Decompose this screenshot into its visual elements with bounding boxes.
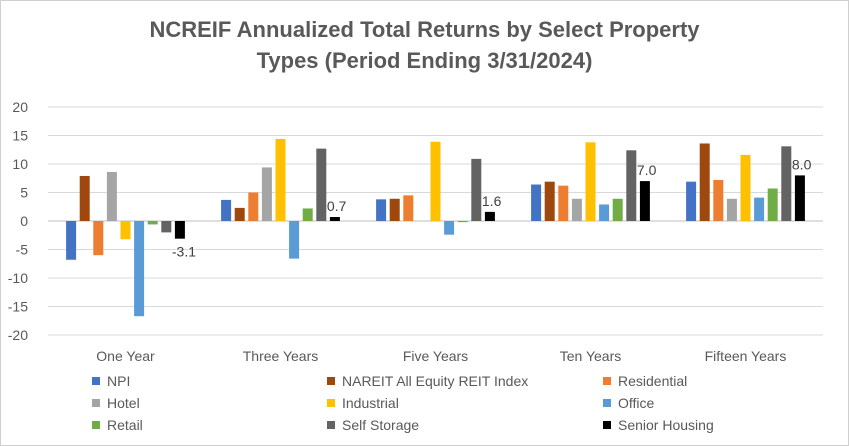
bar-npi	[221, 199, 232, 221]
y-tick-label: -10	[8, 270, 28, 286]
chart-title: NCREIF Annualized Total Returns by Selec…	[0, 14, 849, 76]
category-label: Five Years	[403, 348, 468, 364]
bar-nareit-all-equity-reit-index	[389, 198, 400, 221]
bar-self-storage	[471, 158, 482, 221]
category-label: Fifteen Years	[705, 348, 787, 364]
legend-label-office: Office	[618, 395, 655, 411]
bar-hotel	[106, 171, 117, 221]
legend-label-retail: Retail	[107, 417, 143, 433]
legend-swatch-nareit-all-equity-reit-index	[327, 377, 335, 385]
bar-office	[134, 221, 145, 317]
bar-senior-housing	[639, 181, 650, 221]
legend-swatch-hotel	[92, 399, 100, 407]
bar-senior-housing	[329, 217, 340, 221]
data-labels: -3.1 0.7 1.6 7.0 8.0	[172, 156, 812, 259]
bar-senior-housing	[174, 221, 185, 239]
category-label: Ten Years	[560, 348, 622, 364]
legend-label-self-storage: Self Storage	[342, 417, 419, 433]
bar-nareit-all-equity-reit-index	[79, 175, 90, 221]
data-label: -3.1	[172, 244, 196, 260]
bar-office	[289, 221, 300, 259]
bar-residential	[403, 195, 414, 221]
legend-swatch-senior-housing	[603, 421, 611, 429]
x-axis-categories: One Year Three Years Five Years Ten Years Fi…	[96, 348, 786, 364]
y-tick-label: 15	[12, 128, 28, 144]
bars	[66, 138, 805, 317]
bar-residential	[713, 179, 724, 221]
bar-npi	[66, 221, 77, 260]
bar-office	[754, 197, 765, 221]
bar-self-storage	[781, 146, 792, 221]
data-label: 7.0	[637, 162, 657, 178]
category-label: Three Years	[243, 348, 319, 364]
legend-label-npi: NPI	[107, 373, 130, 389]
chart-title-line-2: Types (Period Ending 3/31/2024)	[256, 48, 593, 73]
legend-swatch-residential	[603, 377, 611, 385]
bar-retail	[612, 198, 623, 221]
bar-retail	[147, 221, 158, 225]
bar-industrial	[430, 141, 441, 221]
legend-swatch-retail	[92, 421, 100, 429]
bar-nareit-all-equity-reit-index	[544, 181, 555, 221]
bar-nareit-all-equity-reit-index	[234, 207, 245, 221]
bar-hotel	[726, 198, 737, 221]
legend-label-hotel: Hotel	[107, 395, 140, 411]
bar-self-storage	[161, 221, 172, 233]
bar-retail	[457, 221, 468, 223]
legend-label-senior-housing: Senior Housing	[618, 417, 714, 433]
bar-senior-housing	[484, 211, 495, 221]
bar-office	[599, 204, 610, 221]
bar-residential	[558, 185, 569, 221]
data-label: 1.6	[482, 193, 502, 209]
category-label: One Year	[96, 348, 155, 364]
chart-title-line-1: NCREIF Annualized Total Returns by Selec…	[149, 17, 700, 42]
bar-self-storage	[316, 148, 327, 221]
data-label: 8.0	[792, 156, 812, 172]
data-label: 0.7	[327, 198, 347, 214]
legend: NPI NAREIT All Equity REIT Index Residenti…	[92, 373, 714, 433]
bar-self-storage	[626, 150, 637, 221]
legend-swatch-industrial	[327, 399, 335, 407]
bar-npi	[376, 199, 387, 221]
y-tick-label: -15	[8, 299, 28, 315]
legend-swatch-office	[603, 399, 611, 407]
bar-senior-housing	[794, 175, 805, 221]
bar-office	[444, 221, 455, 235]
bar-hotel	[261, 167, 272, 221]
bar-industrial	[120, 221, 131, 240]
bar-industrial	[740, 154, 751, 221]
legend-swatch-self-storage	[327, 421, 335, 429]
y-tick-label: -20	[8, 327, 28, 343]
bar-nareit-all-equity-reit-index	[699, 143, 710, 221]
y-axis-ticks: 20 15 10 5 0 -5 -10 -15 -20	[8, 99, 28, 343]
bar-retail	[767, 188, 778, 221]
bar-residential	[93, 221, 104, 256]
bar-retail	[302, 208, 313, 221]
bar-residential	[248, 192, 259, 221]
y-tick-label: -5	[16, 242, 29, 258]
y-tick-label: 20	[12, 99, 28, 115]
legend-swatch-npi	[92, 377, 100, 385]
legend-label-industrial: Industrial	[342, 395, 399, 411]
bar-industrial	[275, 138, 286, 221]
legend-label-residential: Residential	[618, 373, 687, 389]
bar-industrial	[585, 142, 596, 221]
bar-npi	[686, 181, 697, 221]
y-tick-label: 0	[20, 213, 28, 229]
legend-label-nareit-all-equity-reit-index: NAREIT All Equity REIT Index	[342, 373, 528, 389]
bar-hotel	[571, 198, 582, 221]
y-tick-label: 5	[20, 185, 28, 201]
bar-npi	[531, 184, 542, 221]
y-tick-label: 10	[12, 156, 28, 172]
